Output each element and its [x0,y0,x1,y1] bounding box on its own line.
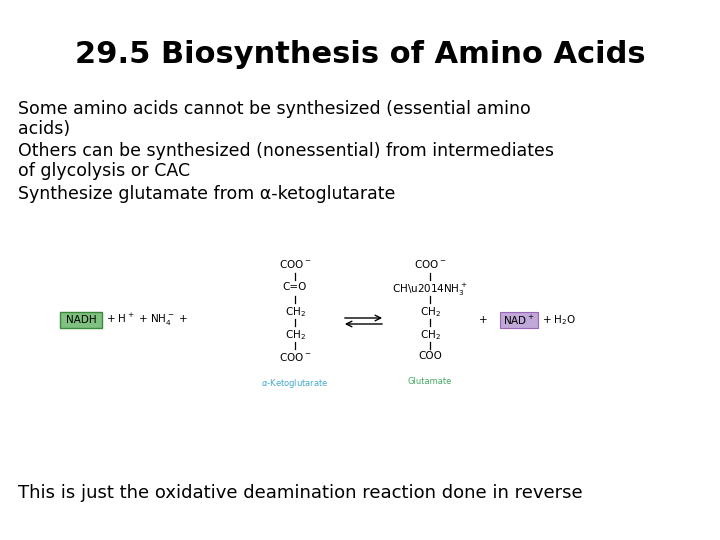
Text: CH$_2$: CH$_2$ [420,305,441,319]
Text: This is just the oxidative deamination reaction done in reverse: This is just the oxidative deamination r… [18,484,582,502]
Text: + H$^+$ + NH$_4^-$ +: + H$^+$ + NH$_4^-$ + [106,312,188,328]
Text: CH$_2$: CH$_2$ [420,328,441,342]
Text: of glycolysis or CAC: of glycolysis or CAC [18,162,190,180]
Text: Others can be synthesized (nonessential) from intermediates: Others can be synthesized (nonessential)… [18,142,554,160]
Text: C=O: C=O [283,282,307,292]
Text: CH\u2014NH$_3^+$: CH\u2014NH$_3^+$ [392,282,468,298]
Text: acids): acids) [18,120,70,138]
Text: CH$_2$: CH$_2$ [284,305,305,319]
Text: COO$^-$: COO$^-$ [414,258,446,270]
Text: Some amino acids cannot be synthesized (essential amino: Some amino acids cannot be synthesized (… [18,100,531,118]
Text: NAD$^+$: NAD$^+$ [503,313,535,327]
FancyBboxPatch shape [60,312,102,328]
Text: NADH: NADH [66,315,96,325]
FancyBboxPatch shape [500,312,538,328]
Text: COO$^-$: COO$^-$ [279,258,311,270]
Text: + H$_2$O: + H$_2$O [542,313,577,327]
Text: COO: COO [418,351,442,361]
Text: $\alpha$-Ketoglutarate: $\alpha$-Ketoglutarate [261,377,329,390]
Text: CH$_2$: CH$_2$ [284,328,305,342]
Text: +: + [480,315,488,325]
Text: Glutamate: Glutamate [408,377,452,386]
Text: 29.5 Biosynthesis of Amino Acids: 29.5 Biosynthesis of Amino Acids [75,40,645,69]
Text: COO$^-$: COO$^-$ [279,351,311,363]
Text: Synthesize glutamate from α-ketoglutarate: Synthesize glutamate from α-ketoglutarat… [18,185,395,203]
